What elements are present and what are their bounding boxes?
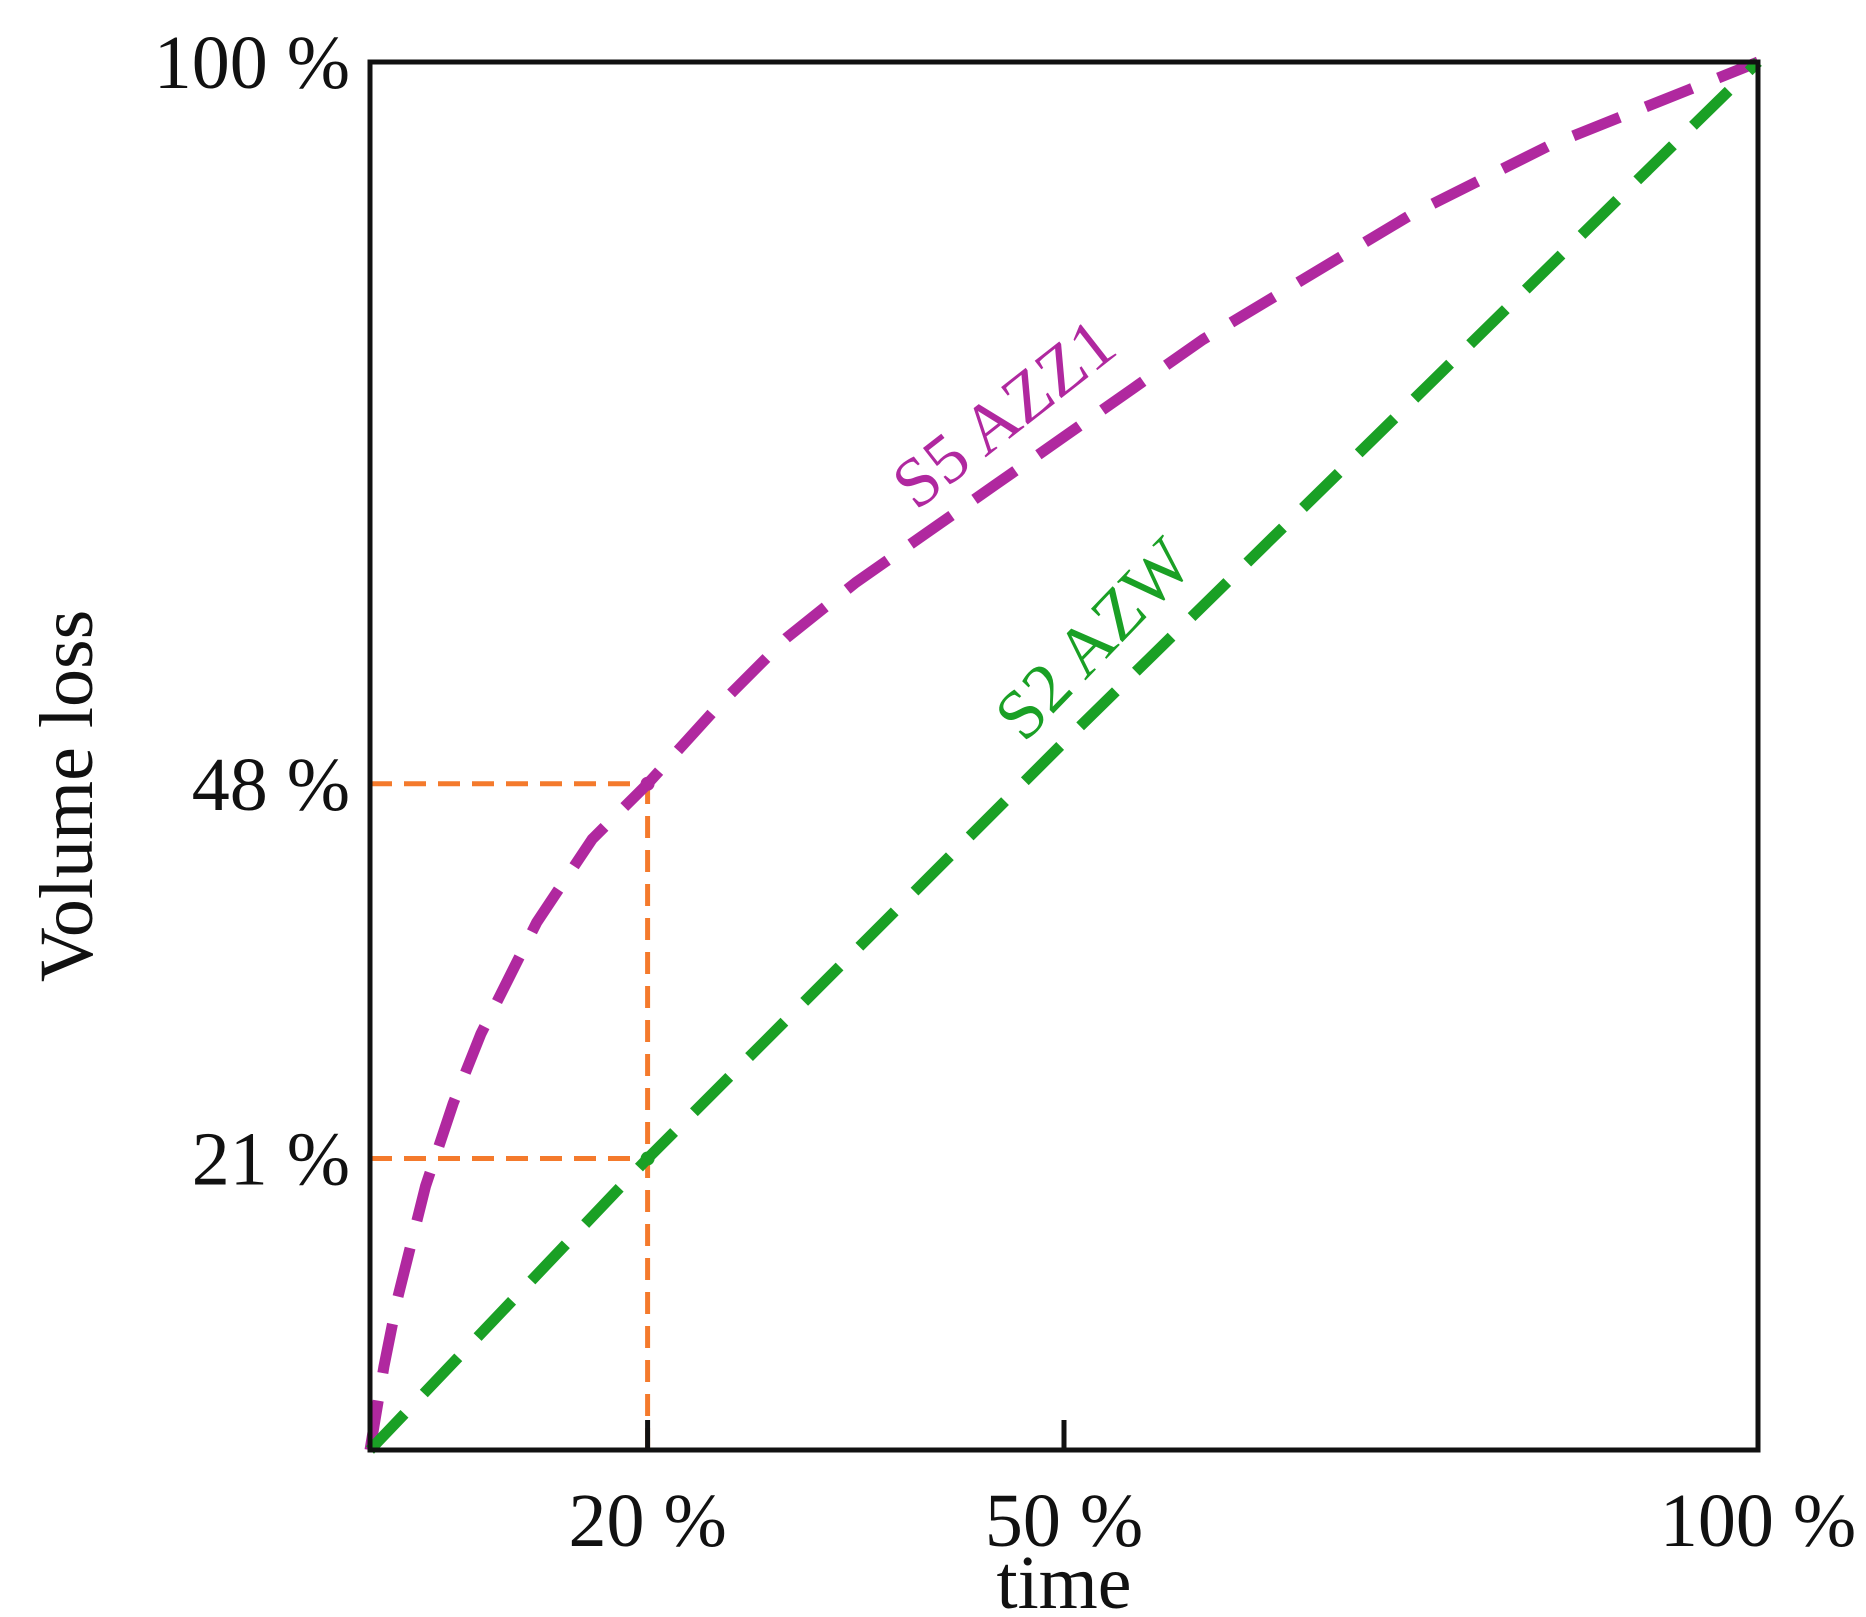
series-marker — [640, 1151, 655, 1166]
x-tick-label: 20 % — [568, 1479, 726, 1563]
series-line-0 — [364, 56, 1761, 1451]
series-layer — [364, 56, 1762, 1454]
series-label-s5-azz1: S5 AZZ1 — [879, 304, 1130, 524]
series-line-1 — [366, 58, 1762, 1454]
x-tick-label: 50 % — [985, 1479, 1143, 1563]
x-tick-label: 100 % — [1660, 1479, 1856, 1563]
tick-layer: 20 % 50 % 100 % 21 % 48 % 100 % — [154, 21, 1856, 1563]
y-tick-label: 100 % — [154, 21, 350, 105]
series-marker — [640, 776, 655, 791]
reference-lines — [370, 781, 651, 1450]
y-tick-label: 48 % — [192, 743, 350, 827]
x-axis-label: time — [996, 1541, 1131, 1617]
y-tick-label: 21 % — [192, 1118, 350, 1202]
y-axis-label: Volume loss — [25, 610, 109, 982]
